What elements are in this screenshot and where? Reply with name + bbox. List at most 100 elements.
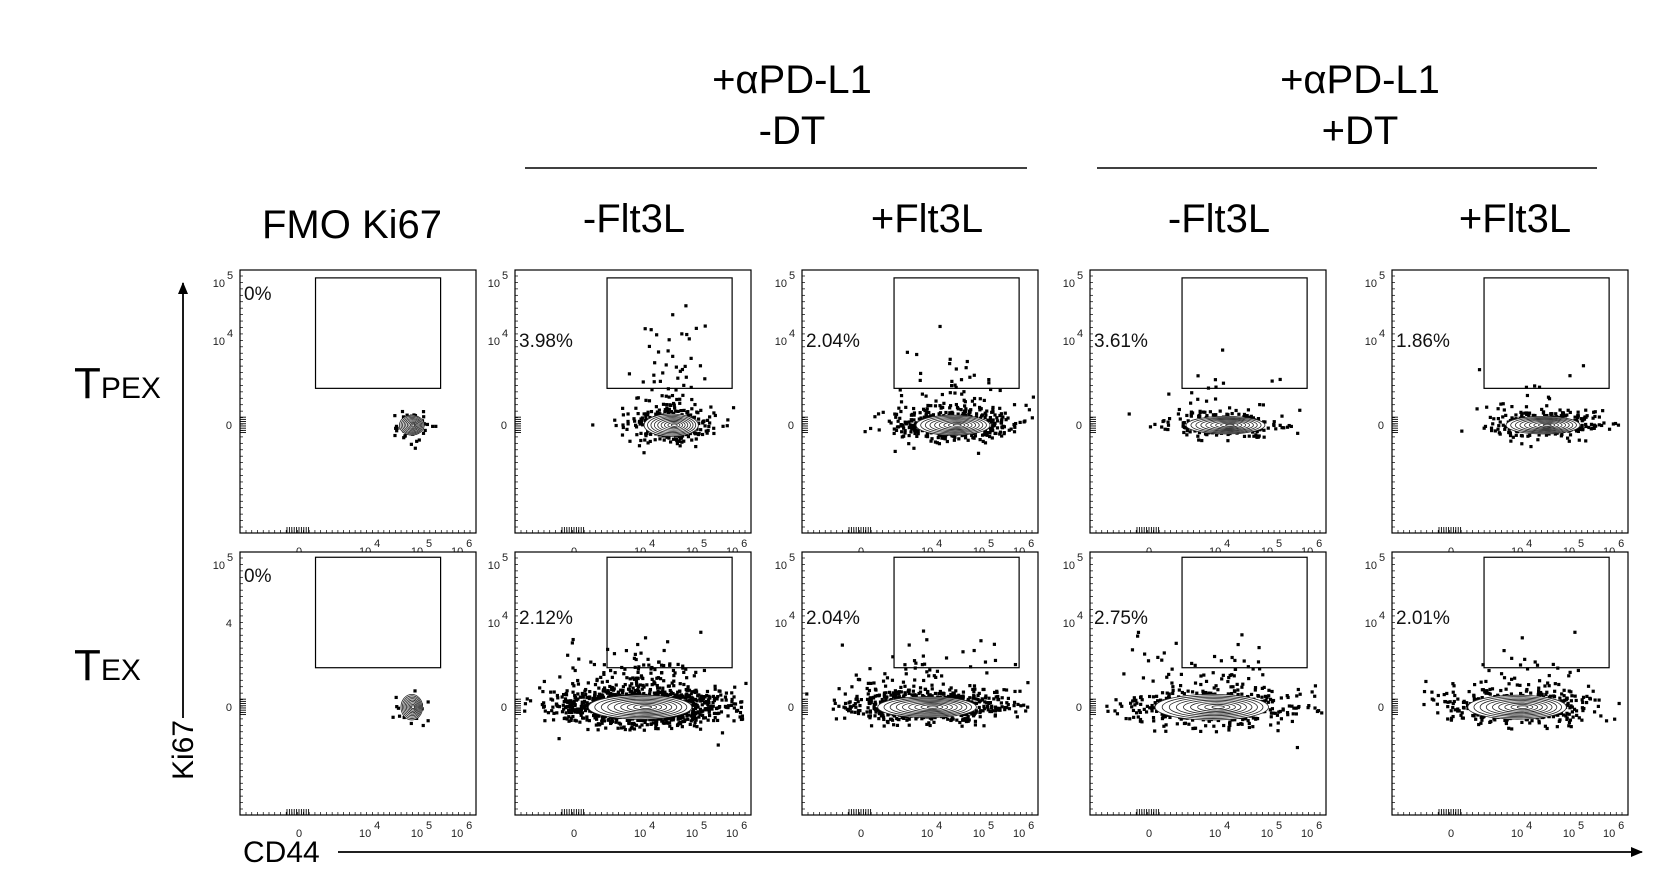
event-dot (1481, 688, 1485, 692)
event-dot (877, 712, 882, 716)
event-dot (1262, 420, 1266, 424)
panel-r1-c4: 010410510601041053.61% (1063, 269, 1327, 558)
event-dot (580, 711, 585, 715)
event-dot (632, 656, 637, 660)
event-dot (724, 691, 729, 695)
event-dot (834, 717, 839, 721)
event-dot (654, 412, 658, 416)
event-dot (903, 684, 907, 688)
event-dot (910, 412, 914, 417)
x-tick-label: 10 (411, 828, 423, 840)
event-dot (528, 699, 533, 703)
row-label-tex-sub: EX (101, 654, 141, 687)
event-dot (1201, 692, 1205, 696)
event-dot (588, 695, 592, 699)
event-dot (904, 667, 908, 671)
event-dot (1514, 413, 1518, 417)
event-dot (1525, 393, 1530, 398)
event-dot (949, 686, 953, 690)
event-dot (897, 718, 901, 722)
event-dot (983, 700, 987, 704)
event-dot (1271, 711, 1275, 715)
event-dot (1167, 694, 1171, 698)
event-dot (1600, 423, 1604, 428)
event-dot (683, 696, 687, 700)
event-dot (701, 421, 705, 425)
event-dot (1580, 706, 1585, 710)
event-dot (664, 717, 668, 722)
event-dot (1561, 414, 1565, 418)
event-dot (1556, 666, 1560, 670)
event-dot (1533, 413, 1537, 418)
event-dot (1570, 710, 1574, 714)
x-tick-exponent: 6 (741, 820, 747, 832)
event-dot (652, 691, 656, 695)
gate-percentage: 2.04% (806, 331, 860, 352)
event-dot (904, 672, 908, 676)
event-dot (626, 422, 630, 426)
event-dot (621, 406, 625, 410)
event-dot (991, 428, 995, 432)
event-dot (671, 691, 675, 696)
event-dot (1165, 691, 1169, 695)
panel-ticks (240, 275, 471, 533)
event-dot (913, 431, 917, 436)
event-dot (571, 682, 575, 686)
event-dot (958, 720, 962, 725)
event-dot (1501, 415, 1505, 419)
event-dot (703, 324, 707, 328)
contour-line (1542, 423, 1552, 427)
event-dot (1497, 431, 1501, 435)
event-dot (921, 629, 926, 633)
event-dot (899, 400, 904, 404)
event-dot (691, 717, 696, 721)
event-dot (881, 410, 885, 414)
event-dot (850, 710, 854, 714)
event-dot (587, 719, 591, 723)
event-dot (1557, 719, 1561, 723)
event-dot (661, 721, 665, 725)
contour-line (1510, 704, 1534, 711)
event-dot (913, 666, 917, 670)
event-dot (692, 415, 697, 419)
event-dot (653, 681, 657, 685)
event-dot (1026, 681, 1030, 685)
event-dot (576, 707, 580, 711)
event-dot (1003, 411, 1007, 415)
event-dot (1510, 656, 1514, 660)
event-dot (874, 710, 878, 714)
event-dot (733, 685, 737, 689)
event-dot (523, 709, 527, 713)
event-dot (972, 648, 976, 653)
event-dot (636, 676, 640, 681)
event-dot (661, 719, 665, 723)
y-tick-exponent: 5 (1379, 270, 1385, 282)
event-dot (897, 692, 901, 696)
event-dot (1290, 719, 1294, 724)
gate-box (1181, 277, 1308, 389)
event-dot (632, 722, 637, 727)
event-dot (968, 665, 973, 669)
event-dot (1537, 433, 1541, 437)
gate-percentage: 2.12% (519, 608, 573, 629)
event-dot (657, 408, 661, 412)
event-dot (1018, 420, 1022, 425)
event-dot (854, 673, 858, 677)
event-dot (1167, 672, 1171, 677)
event-dot (421, 410, 426, 414)
event-dot (1266, 700, 1270, 704)
event-dot (1529, 691, 1533, 695)
event-dot (972, 684, 977, 688)
event-dot (670, 393, 675, 398)
contour-line (613, 700, 673, 715)
event-dot (954, 367, 958, 371)
event-dot (983, 660, 988, 664)
event-dot (1451, 690, 1455, 694)
event-dot (1003, 705, 1007, 710)
event-dot (572, 684, 576, 688)
event-dot (1273, 711, 1277, 715)
event-dot (613, 692, 617, 697)
event-dot (955, 405, 960, 410)
contour-line (920, 415, 987, 435)
event-dot (895, 716, 899, 721)
